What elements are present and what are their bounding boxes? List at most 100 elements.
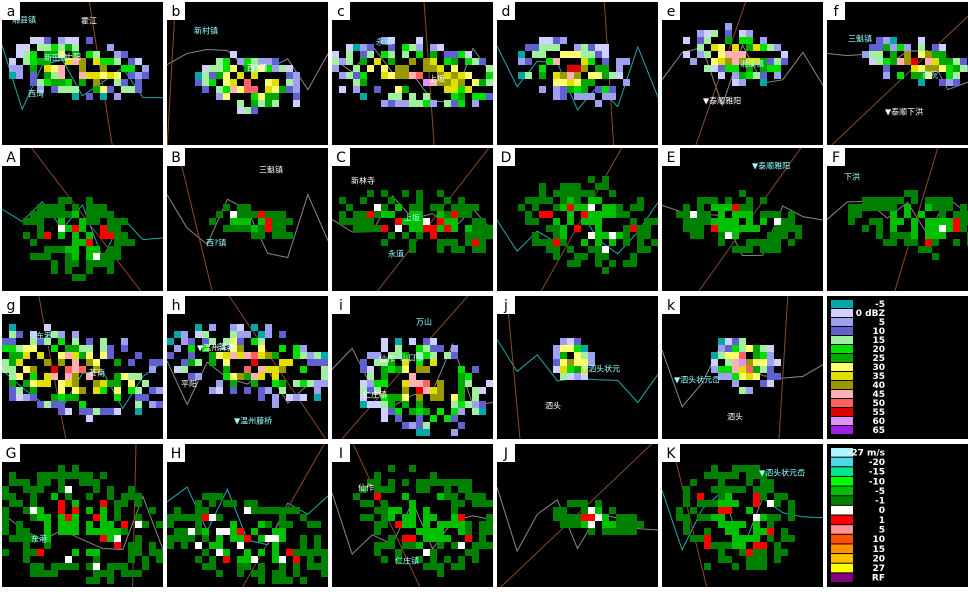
echo-cell [918,246,925,253]
echo-cell [100,514,107,521]
echo-cell [86,37,93,44]
echo-cell [272,86,279,93]
panel: 藻溪平阳▼温州藤桥▼温州洋弄h [167,296,335,439]
echo-cell [65,267,72,274]
echo-cell [128,239,135,246]
echo-cell [711,352,718,359]
echo-cell [244,218,251,225]
echo-cell [767,211,774,218]
echo-cell [444,225,451,232]
echo-cell [465,72,472,79]
echo-cell [588,44,595,51]
echo-cell [918,211,925,218]
echo-cell [479,387,486,394]
echo-cell [623,521,630,528]
echo-cell [451,86,458,93]
echo-cell [58,359,65,366]
echo-cell [869,197,876,204]
echo-cell [58,65,65,72]
echo-cell [781,549,788,556]
echo-cell [195,556,202,563]
echo-cell [16,359,23,366]
echo-cell [100,380,107,387]
echo-cell [388,58,395,65]
echo-cell [223,549,230,556]
echo-cell [960,65,967,72]
echo-cell [265,100,272,107]
echo-cell [918,79,925,86]
echo-cell [588,528,595,535]
echo-cell [409,58,416,65]
echo-cell [560,86,567,93]
echo-cell [321,373,328,380]
echo-cell [195,72,202,79]
echo-cell [65,380,72,387]
panel-label: D [501,150,512,166]
echo-cell [65,528,72,535]
echo-cell [374,528,381,535]
scale-label: 65 [872,426,885,436]
echo-cell [286,86,293,93]
echo-cell [518,58,525,65]
panel: 湘县镇土阳西湾霍江新田镇a [2,2,163,145]
echo-cell [265,93,272,100]
echo-cell [79,79,86,86]
echo-cell [560,352,567,359]
echo-cell [51,65,58,72]
echo-cell [30,493,37,500]
echo-cell [767,345,774,352]
echo-cell [16,331,23,338]
echo-cell [135,352,142,359]
echo-cell [86,204,93,211]
echo-cell [388,479,395,486]
echo-cell [690,507,697,514]
echo-cell [753,563,760,570]
echo-cell [932,58,939,65]
echo-cell [360,359,367,366]
scale-swatch [831,381,853,389]
echo-cell [72,549,79,556]
echo-cell [465,528,472,535]
echo-cell [265,324,272,331]
echo-cell [683,51,690,58]
echo-cell [135,394,142,401]
panel-label: g [7,298,16,314]
echo-cell [472,549,479,556]
echo-cell [690,535,697,542]
echo-cell [458,380,465,387]
echo-cell [121,345,128,352]
echo-cell [223,72,230,79]
echo-cell [181,542,188,549]
echo-cell [423,535,430,542]
panel: ▼泰顺雅阳E [662,148,823,291]
panel-label: j [503,298,508,314]
echo-cell [616,204,623,211]
echo-cell [451,429,458,436]
echo-cell [711,44,718,51]
echo-cell [630,253,637,260]
echo-cell [216,380,223,387]
echo-cell [602,253,609,260]
echo-cell [244,366,251,373]
echo-cell [567,366,574,373]
echo-cell [72,232,79,239]
place-name: 西?镇 [206,238,226,248]
echo-cell [9,58,16,65]
echo-cell [472,232,479,239]
echo-cell [216,528,223,535]
echo-cell [869,218,876,225]
panel-body: ▼泰顺雅阳 [662,148,823,291]
echo-cell [553,58,560,65]
echo-cell [381,211,388,218]
echo-cell [423,486,430,493]
echo-cell [718,44,725,51]
echo-cell [416,44,423,51]
echo-cell [588,51,595,58]
echo-cell [732,373,739,380]
echo-cell [472,493,479,500]
echo-cell [23,528,30,535]
echo-cell [100,72,107,79]
echo-cell [230,225,237,232]
echo-cell [181,338,188,345]
echo-cell [616,521,623,528]
